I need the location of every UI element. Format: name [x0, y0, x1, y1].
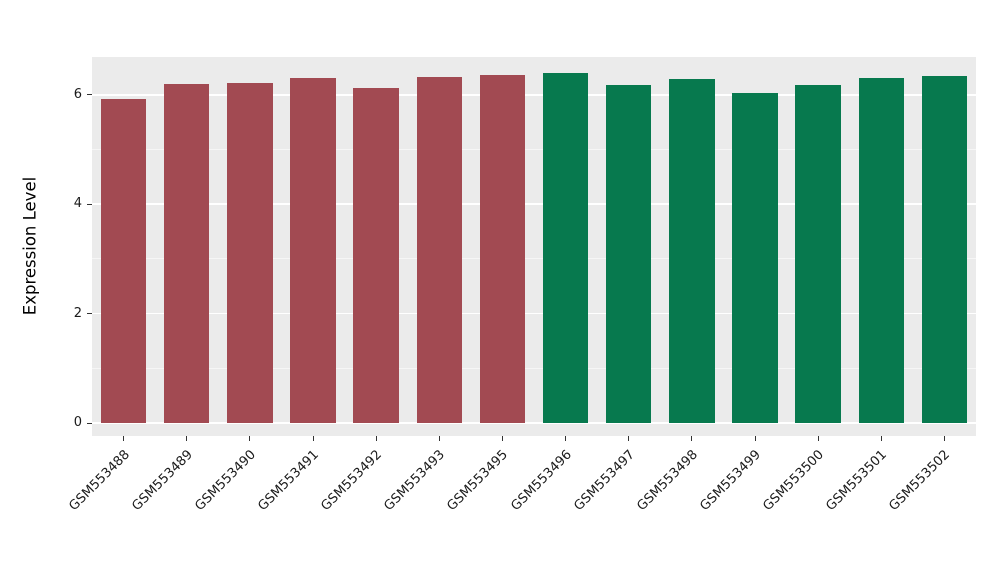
- y-tick-label: 4: [73, 196, 82, 212]
- y-tick: [87, 313, 92, 315]
- bar: [858, 78, 904, 423]
- x-tick: [754, 436, 756, 441]
- gridline-major: [92, 312, 976, 315]
- x-tick-label: GSM553493: [381, 447, 449, 514]
- gridline-minor: [92, 367, 976, 369]
- x-tick: [249, 436, 251, 441]
- y-tick: [87, 94, 92, 96]
- y-tick-label: 6: [73, 86, 82, 102]
- plot-panel: [92, 57, 976, 436]
- bar: [669, 79, 715, 423]
- x-tick-label: GSM553492: [318, 447, 386, 514]
- x-tick-label: GSM553501: [823, 447, 891, 514]
- bar: [100, 98, 147, 423]
- x-tick: [438, 436, 440, 441]
- bar: [163, 83, 210, 423]
- x-tick: [312, 436, 314, 441]
- x-tick: [817, 436, 819, 441]
- x-tick-label: GSM553497: [571, 447, 638, 514]
- y-axis-title: Expression Level: [20, 176, 40, 316]
- y-tick-label: 0: [73, 415, 82, 430]
- x-tick-label: GSM553495: [444, 447, 512, 514]
- y-tick-label: 2: [73, 305, 82, 321]
- gridline-major: [92, 203, 976, 205]
- x-tick: [186, 436, 188, 441]
- y-tick: [87, 203, 92, 205]
- bar: [542, 72, 589, 423]
- x-tick: [628, 436, 630, 441]
- gridline-minor: [92, 148, 976, 150]
- gridline-minor: [92, 258, 976, 260]
- x-tick-label: GSM553490: [192, 447, 259, 514]
- x-tick: [123, 436, 125, 441]
- bar: [416, 77, 462, 423]
- bar: [795, 85, 841, 423]
- x-tick: [565, 436, 567, 441]
- bar: [605, 85, 652, 423]
- y-tick: [87, 422, 92, 424]
- bar: [921, 76, 968, 423]
- x-tick-label: GSM553489: [129, 447, 196, 514]
- bar: [227, 82, 273, 423]
- x-tick-label: GSM553496: [507, 447, 575, 514]
- x-tick: [943, 436, 945, 441]
- bar: [290, 78, 336, 423]
- gridline-major: [92, 422, 976, 424]
- x-tick-label: GSM553500: [760, 447, 828, 514]
- x-tick-label: GSM553491: [255, 447, 322, 514]
- x-tick-label: GSM553499: [697, 447, 764, 514]
- bar: [732, 93, 778, 423]
- x-tick: [501, 436, 503, 441]
- x-tick-label: GSM553498: [634, 447, 701, 514]
- gridline-major: [92, 93, 976, 96]
- x-tick: [880, 436, 882, 441]
- x-tick: [375, 436, 377, 441]
- bar: [353, 88, 399, 423]
- x-tick-label: GSM553502: [886, 447, 954, 514]
- x-tick-label: GSM553488: [65, 447, 133, 514]
- x-tick: [691, 436, 693, 441]
- bar: [479, 75, 526, 423]
